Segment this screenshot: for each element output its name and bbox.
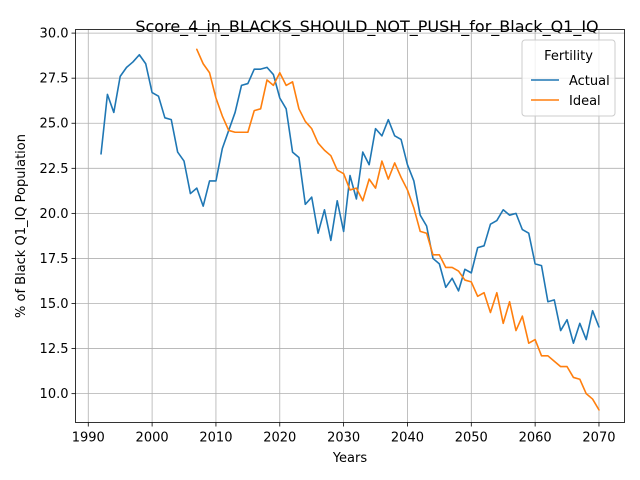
x-tick-label: 2070 bbox=[582, 431, 615, 446]
x-tick-label: 2000 bbox=[136, 431, 169, 446]
y-axis-ticks: 10.0 12.5 15.0 17.5 20.0 22.5 25.0 27.5 30.0 bbox=[40, 27, 76, 402]
y-tick-label: 30.0 bbox=[40, 27, 69, 42]
y-tick-label: 12.5 bbox=[40, 342, 69, 357]
y-tick-label: 22.5 bbox=[40, 162, 69, 177]
grid bbox=[75, 29, 625, 423]
y-tick-label: 25.0 bbox=[40, 117, 69, 132]
legend-box bbox=[521, 39, 616, 117]
y-tick-label: 17.5 bbox=[40, 252, 69, 267]
legend-label-ideal: Ideal bbox=[569, 94, 601, 109]
x-tick-label: 2020 bbox=[263, 431, 296, 446]
chart-title: Score_4_in_BLACKS_SHOULD_NOT_PUSH_for_Bl… bbox=[135, 17, 598, 37]
x-axis-ticks: 1990 2000 2010 2020 2030 2040 2050 2060 2070 bbox=[72, 422, 616, 446]
x-tick-label: 2050 bbox=[455, 431, 488, 446]
legend: Fertility Actual Ideal bbox=[521, 39, 616, 117]
y-tick-label: 15.0 bbox=[40, 297, 69, 312]
plot-frame bbox=[75, 29, 625, 423]
y-axis-label: % of Black Q1_IQ Population bbox=[14, 134, 29, 318]
y-tick-label: 10.0 bbox=[40, 387, 69, 402]
legend-title: Fertility bbox=[544, 49, 593, 64]
series-line-actual bbox=[100, 53, 600, 344]
x-tick-label: 2010 bbox=[199, 431, 232, 446]
x-tick-label: 1990 bbox=[72, 431, 105, 446]
legend-label-actual: Actual bbox=[569, 74, 610, 89]
y-tick-label: 27.5 bbox=[40, 72, 69, 87]
series-line-ideal bbox=[195, 48, 600, 411]
x-tick-label: 2060 bbox=[519, 431, 552, 446]
y-tick-label: 20.0 bbox=[40, 207, 69, 222]
series-lines bbox=[100, 48, 600, 411]
x-tick-label: 2030 bbox=[327, 431, 360, 446]
x-axis-label: Years bbox=[332, 451, 368, 466]
x-tick-label: 2040 bbox=[391, 431, 424, 446]
